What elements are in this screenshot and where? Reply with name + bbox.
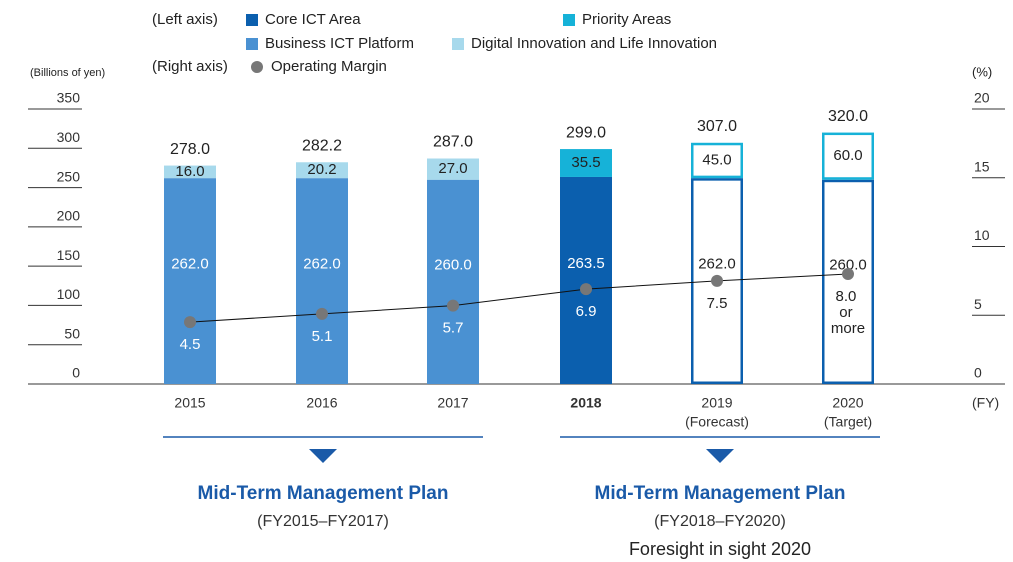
bar-value-label: 27.0 bbox=[438, 160, 467, 177]
y-tick-label: 200 bbox=[57, 208, 81, 224]
plan-name: Foresight in sight 2020 bbox=[629, 539, 811, 559]
bar-value-label: 35.5 bbox=[571, 154, 600, 171]
bar-value-label: 262.0 bbox=[698, 256, 736, 273]
y-tick-label: 350 bbox=[57, 90, 81, 106]
plan-arrow bbox=[706, 449, 734, 463]
legend-swatch bbox=[452, 38, 464, 50]
bar-value-label: 262.0 bbox=[171, 256, 209, 273]
legend-swatch bbox=[563, 14, 575, 26]
total-label: 278.0 bbox=[170, 141, 210, 158]
plan-title: Mid-Term Management Plan bbox=[595, 483, 846, 504]
x-tick-label: 2020 bbox=[832, 395, 863, 411]
plan-period: (FY2018–FY2020) bbox=[654, 513, 786, 530]
legend-group-label: (Left axis) bbox=[152, 11, 218, 28]
line-point bbox=[316, 307, 328, 320]
y2-tick-label: 15 bbox=[974, 158, 990, 174]
x-tick-note: (Target) bbox=[824, 414, 872, 430]
legend-label: Digital Innovation and Life Innovation bbox=[471, 35, 717, 52]
y-tick-label: 300 bbox=[57, 129, 81, 145]
bar-segment bbox=[296, 178, 348, 384]
legend-label: Core ICT Area bbox=[265, 11, 361, 28]
total-label: 287.0 bbox=[433, 134, 473, 151]
total-label: 320.0 bbox=[828, 108, 868, 125]
bar-value-label: 263.5 bbox=[567, 255, 605, 272]
total-label: 307.0 bbox=[697, 118, 737, 135]
y-axis-label: (Billions of yen) bbox=[30, 67, 105, 79]
bar-segment bbox=[560, 149, 612, 177]
legend-swatch bbox=[246, 14, 258, 26]
x-axis-label: (FY) bbox=[972, 395, 999, 411]
x-tick-label: 2019 bbox=[701, 395, 732, 411]
x-tick-label: 2017 bbox=[437, 395, 468, 411]
bar-segment bbox=[822, 132, 874, 180]
line-value-label: 6.9 bbox=[576, 303, 597, 320]
legend-swatch bbox=[246, 38, 258, 50]
y2-axis-label: (%) bbox=[972, 64, 992, 79]
bar-value-label: 262.0 bbox=[303, 256, 341, 273]
bar-segment bbox=[822, 179, 874, 384]
line-value-label: 5.7 bbox=[443, 320, 464, 337]
y2-tick-label: 5 bbox=[974, 296, 982, 312]
bar-segment bbox=[296, 162, 348, 179]
y-tick-label: 250 bbox=[57, 168, 81, 184]
legend-label: Business ICT Platform bbox=[265, 35, 414, 52]
plan-arrow bbox=[309, 449, 337, 463]
line-point bbox=[447, 299, 459, 312]
y-tick-label: 50 bbox=[64, 325, 80, 341]
line-point bbox=[580, 283, 592, 296]
line-point bbox=[184, 316, 196, 329]
plan-period: (FY2015–FY2017) bbox=[257, 513, 389, 530]
bar-segment bbox=[560, 176, 612, 384]
bar-value-label: 260.0 bbox=[829, 256, 867, 273]
bar-value-label: 45.0 bbox=[702, 151, 731, 168]
bar-value-label: 260.0 bbox=[434, 256, 472, 273]
y2-tick-label: 20 bbox=[974, 90, 990, 106]
bar-value-label: 60.0 bbox=[833, 147, 862, 164]
line-point bbox=[842, 268, 854, 280]
y-tick-label: 0 bbox=[72, 365, 80, 381]
legend-marker bbox=[251, 61, 263, 73]
bar-segment bbox=[691, 142, 743, 179]
legend-label: Operating Margin bbox=[271, 58, 387, 75]
x-tick-note: (Forecast) bbox=[685, 414, 749, 430]
y-tick-label: 100 bbox=[57, 286, 81, 302]
line-point bbox=[711, 274, 723, 287]
x-tick-label: 2016 bbox=[306, 395, 337, 411]
x-tick-label: 2015 bbox=[174, 395, 205, 411]
bar-segment bbox=[427, 158, 479, 180]
plan-title: Mid-Term Management Plan bbox=[198, 483, 449, 504]
line-value-label: 8.0 or more bbox=[831, 288, 865, 337]
bar-value-label: 16.0 bbox=[175, 163, 204, 180]
y-tick-label: 150 bbox=[57, 247, 81, 263]
y2-tick-label: 10 bbox=[974, 227, 990, 243]
line-value-label: 7.5 bbox=[707, 295, 728, 312]
bar-segment bbox=[427, 179, 479, 384]
x-tick-label: 2018 bbox=[570, 395, 601, 411]
bar-segment bbox=[164, 165, 216, 179]
line bbox=[189, 273, 849, 323]
y2-tick-label: 0 bbox=[974, 365, 982, 381]
line-value-label: 5.1 bbox=[312, 328, 333, 345]
legend-label: Priority Areas bbox=[582, 11, 671, 28]
total-label: 282.2 bbox=[302, 137, 342, 154]
line-value-label: 4.5 bbox=[180, 336, 201, 353]
legend-group-label: (Right axis) bbox=[152, 58, 228, 75]
bar-value-label: 20.2 bbox=[307, 161, 336, 178]
bar-segment bbox=[164, 178, 216, 384]
total-label: 299.0 bbox=[566, 124, 606, 141]
